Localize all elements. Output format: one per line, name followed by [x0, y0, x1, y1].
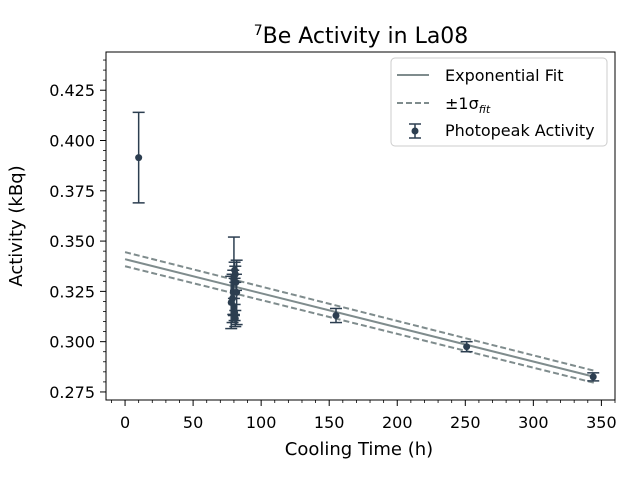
x-tick-label-50: 50 — [183, 413, 203, 432]
data-point-14 — [587, 372, 600, 382]
data-marker — [589, 373, 597, 381]
data-layer — [132, 111, 600, 382]
plot-frame — [105, 51, 616, 401]
x-tick-label-350: 350 — [586, 413, 617, 432]
x-tick-label-150: 150 — [314, 413, 345, 432]
data-point-11 — [229, 309, 242, 328]
data-marker — [231, 315, 239, 323]
y-axis-ticks: 0.275 0.300 0.325 0.350 0.375 0.400 0.425 — [49, 59, 106, 402]
x-axis-ticks: 0 50 100 150 200 250 300 350 — [111, 400, 617, 432]
legend: Exponential Fit ±1σfit Photopeak Activit… — [390, 57, 608, 147]
y-tick-label-5: 0.400 — [49, 132, 95, 151]
legend-band-prefix: ±1σ — [445, 94, 479, 113]
legend-data-label: Photopeak Activity — [445, 121, 595, 140]
data-point-0 — [132, 111, 145, 204]
y-axis-label: Activity (kBq) — [6, 165, 27, 286]
legend-band-subscript: fit — [479, 103, 491, 116]
legend-band-label: ±1σfit — [445, 94, 491, 116]
y-tick-label-1: 0.300 — [49, 333, 95, 352]
data-marker — [463, 343, 471, 351]
x-tick-label-0: 0 — [120, 413, 130, 432]
fit-layer — [124, 251, 595, 384]
y-tick-label-6: 0.425 — [49, 81, 95, 100]
data-marker — [332, 312, 340, 320]
data-point-13 — [460, 340, 473, 353]
legend-data-swatch-marker — [411, 127, 419, 135]
fit-upper-band-line — [124, 251, 595, 372]
data-point-12 — [330, 307, 343, 324]
y-tick-label-2: 0.325 — [49, 282, 95, 301]
chart-title: 7Be Activity in La08 — [254, 23, 469, 49]
legend-fit-label: Exponential Fit — [445, 66, 563, 85]
x-tick-label-100: 100 — [246, 413, 277, 432]
title-superscript: 7 — [254, 23, 263, 39]
fit-line — [124, 258, 595, 378]
data-marker — [233, 288, 241, 296]
x-axis-label: Cooling Time (h) — [285, 439, 433, 460]
fit-lower-band-line — [124, 265, 595, 384]
data-marker — [135, 154, 143, 162]
plot-title: 7Be Activity in La08 — [254, 23, 469, 49]
y-tick-label-4: 0.375 — [49, 182, 95, 201]
x-tick-label-200: 200 — [382, 413, 413, 432]
y-tick-label-3: 0.350 — [49, 232, 95, 251]
y-tick-label-0: 0.275 — [49, 383, 95, 402]
x-tick-label-300: 300 — [518, 413, 549, 432]
x-tick-label-250: 250 — [450, 413, 481, 432]
title-main: Be Activity in La08 — [263, 24, 469, 49]
legend-box — [390, 57, 608, 147]
